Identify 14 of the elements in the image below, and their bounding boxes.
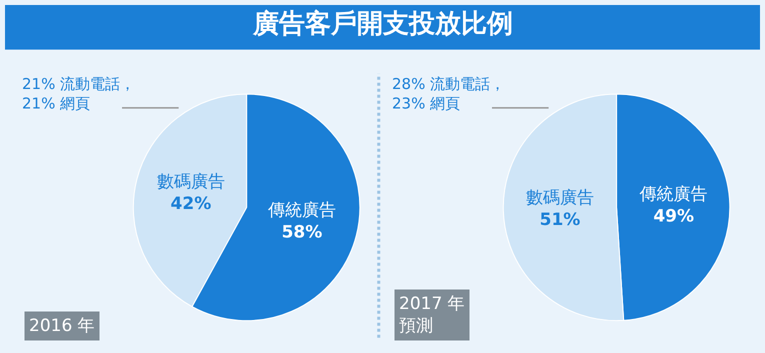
data-label: 49%: [653, 206, 694, 227]
text: 2016 年: [29, 316, 95, 336]
text: 預測: [399, 316, 433, 336]
text: 21% 流動電話， 21% 網頁: [22, 75, 136, 112]
slice-label: 數碼廣告: [526, 188, 594, 208]
text: 28% 流動電話， 23% 網頁: [392, 75, 506, 112]
slice-label: 數碼廣告: [156, 172, 225, 192]
data-label: 58%: [282, 222, 322, 242]
chart-title: 廣告客戶開支投放比例: [252, 9, 513, 39]
text: 2017 年: [399, 294, 465, 314]
slice-label: 傳統廣告: [266, 200, 336, 220]
data-label: 51%: [540, 210, 580, 230]
data-label: 42%: [170, 194, 212, 214]
slice-label: 傳統廣告: [638, 184, 708, 205]
